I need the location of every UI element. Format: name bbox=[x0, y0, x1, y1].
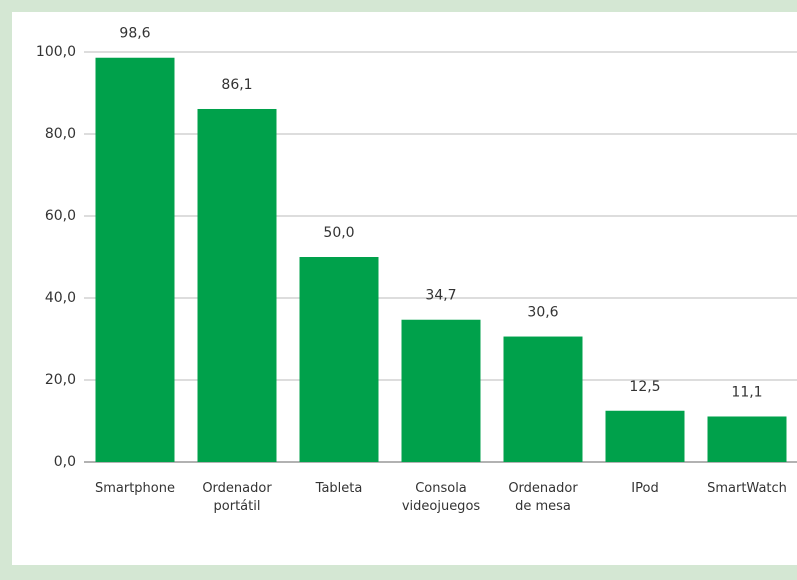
bar bbox=[299, 257, 379, 462]
x-tick-label: Consola videojuegos bbox=[402, 481, 481, 514]
x-tick-label: IPod bbox=[631, 481, 658, 496]
bar bbox=[605, 410, 685, 462]
y-tick-label: 40,0 bbox=[45, 290, 76, 306]
x-tick-label: Tableta bbox=[315, 481, 363, 496]
bar bbox=[401, 319, 481, 462]
value-label: 12,5 bbox=[629, 379, 660, 395]
value-label: 86,1 bbox=[221, 77, 252, 93]
bar bbox=[503, 336, 583, 462]
x-tick-label: Ordenador portátil bbox=[202, 481, 272, 514]
x-tick-label: Smartphone bbox=[95, 481, 175, 496]
y-tick-label: 60,0 bbox=[45, 208, 76, 224]
y-tick-label: 100,0 bbox=[36, 44, 76, 60]
value-label: 34,7 bbox=[425, 288, 456, 304]
value-label: 50,0 bbox=[323, 225, 354, 241]
bar bbox=[95, 57, 175, 463]
y-tick-label: 80,0 bbox=[45, 126, 76, 142]
x-tick-label: Ordenador de mesa bbox=[508, 481, 578, 514]
value-label: 30,6 bbox=[527, 305, 558, 321]
value-label: 11,1 bbox=[731, 384, 762, 400]
value-label: 98,6 bbox=[119, 26, 150, 42]
x-tick-label: SmartWatch bbox=[707, 481, 787, 496]
y-tick-label: 0,0 bbox=[54, 454, 76, 470]
bar bbox=[707, 416, 787, 462]
y-tick-label: 20,0 bbox=[45, 372, 76, 388]
bar bbox=[197, 108, 277, 463]
